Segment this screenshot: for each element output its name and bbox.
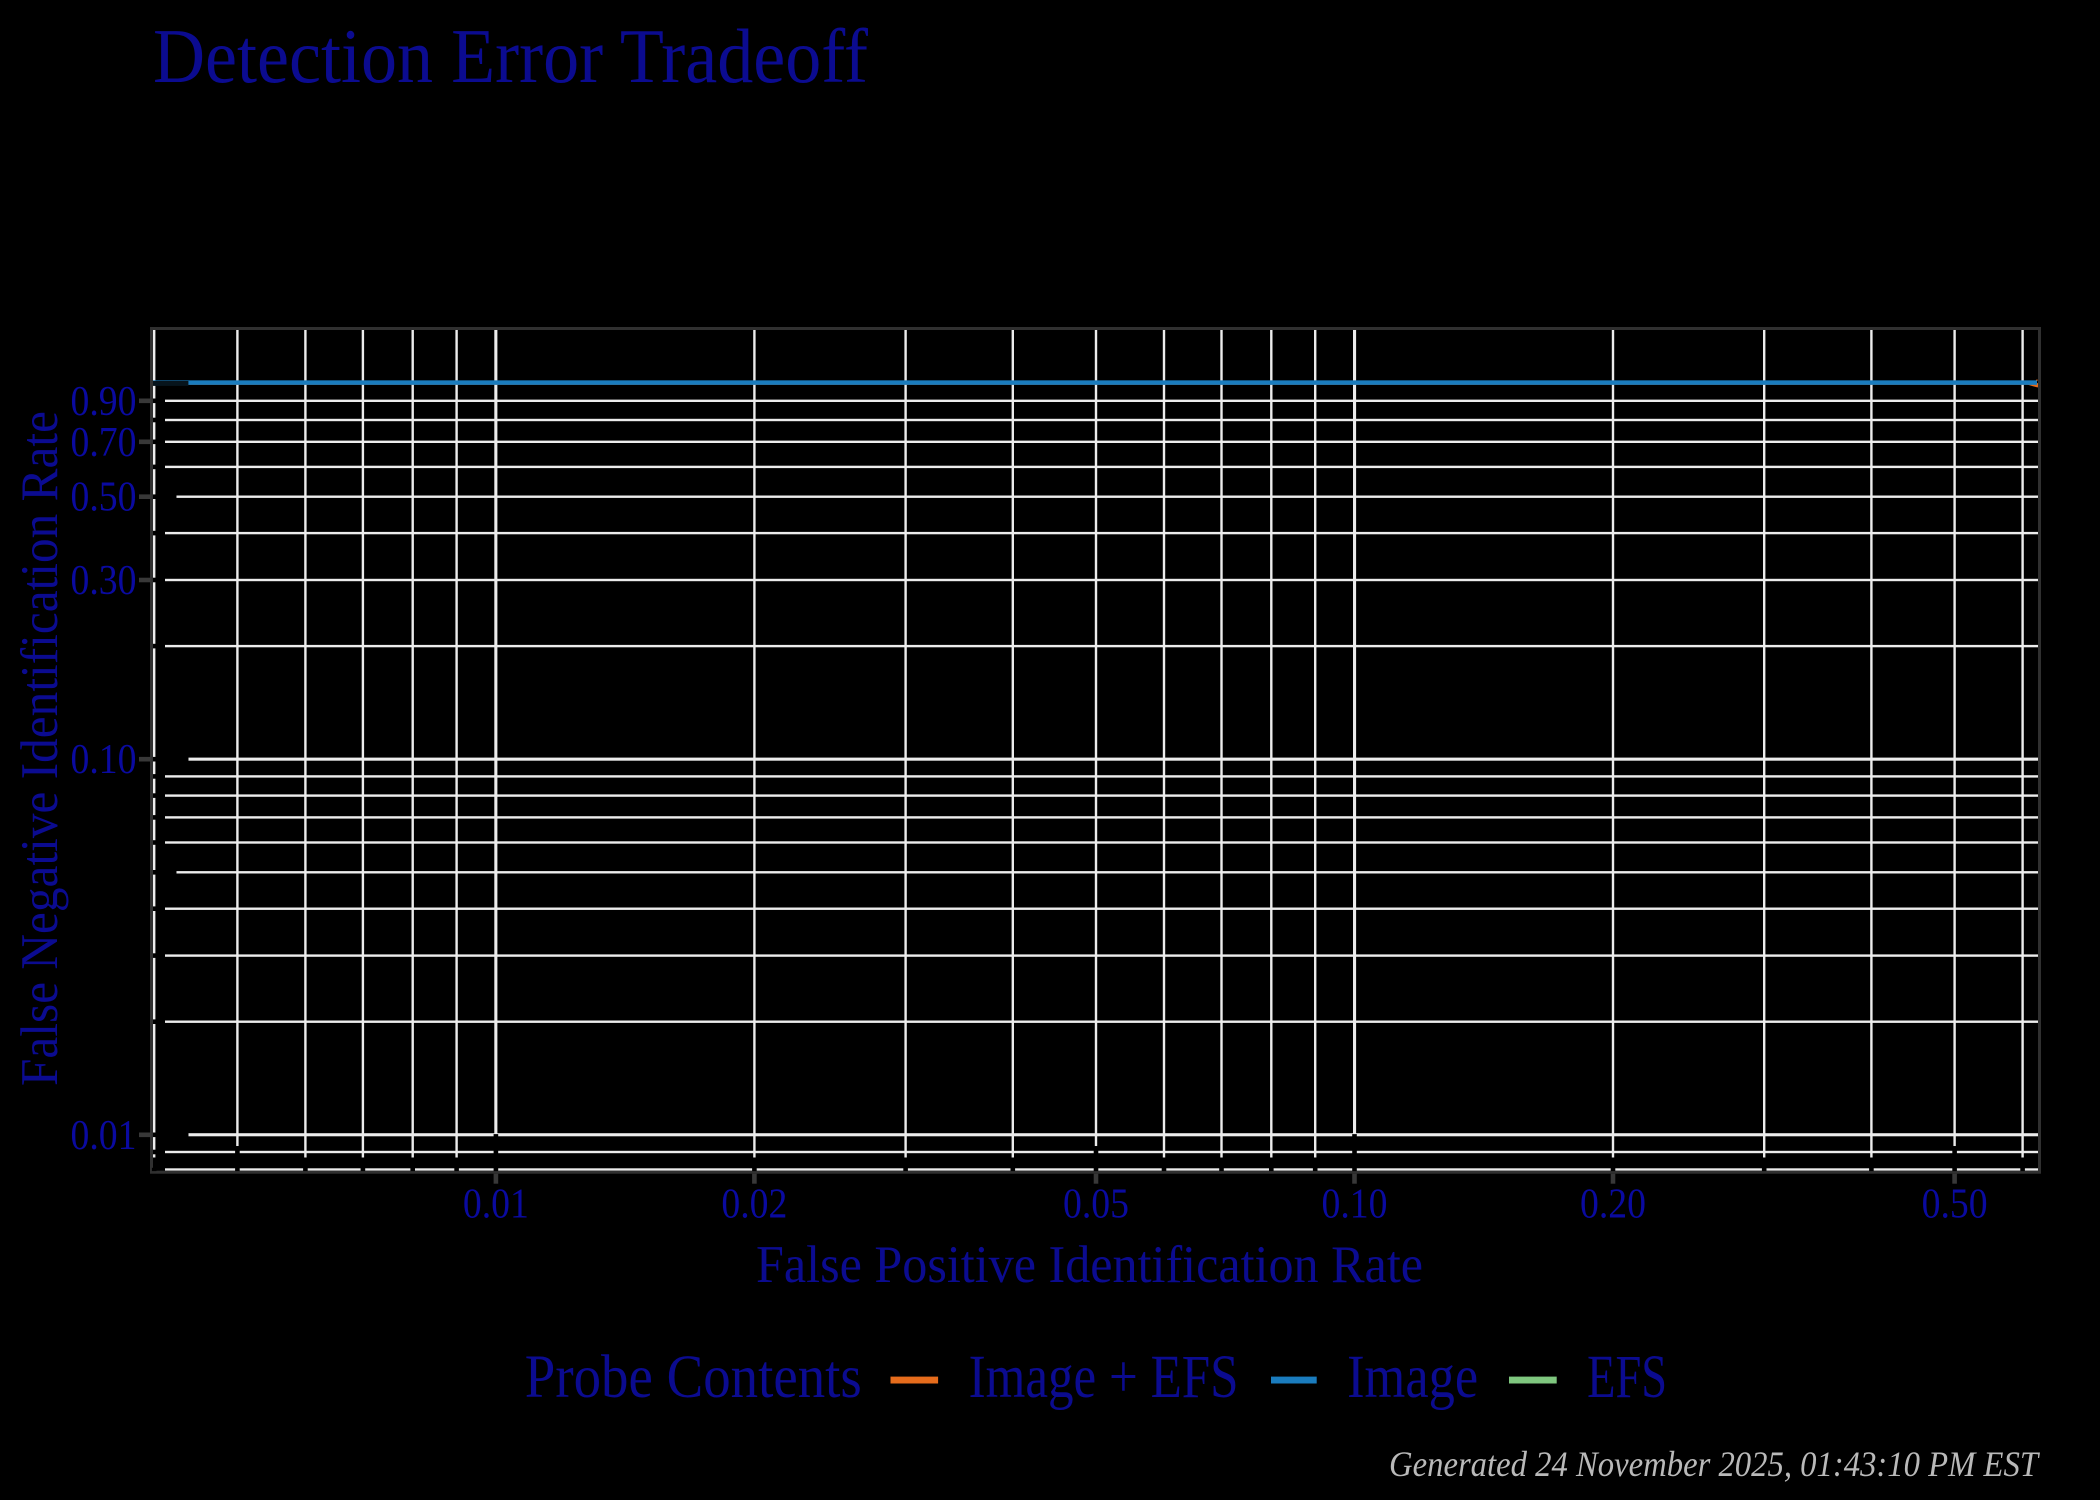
svg-text:0.10: 0.10 [71,736,137,783]
svg-text:EFS: EFS [1587,1344,1667,1411]
svg-text:0.50: 0.50 [71,474,137,521]
svg-text:0.30: 0.30 [71,557,137,604]
svg-text:Image + EFS: Image + EFS [969,1344,1239,1411]
svg-text:False Positive Identification: False Positive Identification Rate [756,1236,1423,1294]
svg-text:0.01: 0.01 [71,1112,137,1159]
svg-text:0.70: 0.70 [71,419,137,466]
svg-text:0.90: 0.90 [71,378,137,425]
svg-text:Probe Contents: Probe Contents [525,1344,862,1411]
svg-text:0.01: 0.01 [463,1181,529,1228]
svg-text:Detection Error Tradeoff: Detection Error Tradeoff [153,13,868,99]
svg-text:Generated 24 November 2025, 01: Generated 24 November 2025, 01:43:10 PM … [1389,1444,2041,1484]
svg-text:False Negative Identification: False Negative Identification Rate [11,411,69,1086]
svg-text:0.20: 0.20 [1580,1181,1646,1228]
svg-text:0.05: 0.05 [1063,1181,1129,1228]
svg-text:Image: Image [1347,1344,1478,1411]
svg-text:0.50: 0.50 [1922,1181,1988,1228]
svg-text:0.10: 0.10 [1322,1181,1388,1228]
svg-text:0.02: 0.02 [721,1181,787,1228]
